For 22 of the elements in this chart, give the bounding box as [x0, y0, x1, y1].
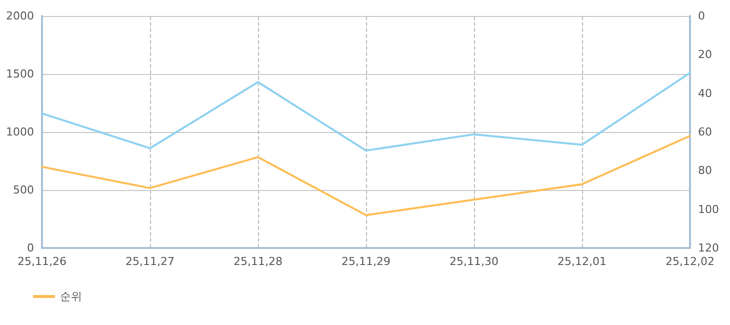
y2-tick-label: 60	[698, 126, 712, 138]
y-tick-label: 500	[13, 184, 34, 196]
y2-tick-label: 120	[698, 242, 719, 254]
y2-tick-label: 80	[698, 164, 712, 178]
x-tick-label: 25,11,28	[234, 255, 282, 268]
y2-tick-label: 40	[698, 86, 712, 100]
x-tick-label: 25,11,27	[126, 255, 174, 268]
legend-label: 순위	[60, 290, 82, 303]
y2-tick-label: 20	[698, 48, 712, 62]
x-tick-label: 25,12,02	[666, 255, 714, 268]
x-tick-label: 25,12,01	[558, 255, 606, 268]
y-tick-label: 0	[27, 242, 34, 254]
x-tick-label: 25,11,26	[18, 255, 66, 268]
y-tick-label: 1500	[6, 68, 34, 80]
y-tick-label: 2000	[6, 10, 34, 22]
x-tick-label: 25,11,29	[342, 255, 390, 268]
line-series	[41, 72, 691, 152]
y2-tick-label: 100	[698, 202, 719, 216]
x-tick-label: 25,11,30	[450, 255, 498, 268]
y2-tick-label: 0	[698, 10, 705, 22]
y-tick-label: 1000	[6, 126, 34, 138]
line-series	[41, 134, 691, 216]
